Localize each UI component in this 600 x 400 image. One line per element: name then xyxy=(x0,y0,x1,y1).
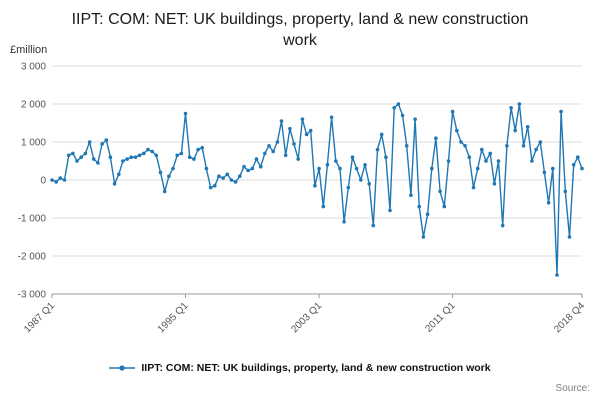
svg-text:-1 000: -1 000 xyxy=(18,214,47,225)
svg-text:2011 Q1: 2011 Q1 xyxy=(423,300,458,335)
svg-text:2018 Q4: 2018 Q4 xyxy=(552,300,587,335)
legend-label: IIPT: COM: NET: UK buildings, property, … xyxy=(141,362,491,374)
svg-text:1987 Q1: 1987 Q1 xyxy=(22,300,57,335)
svg-text:0: 0 xyxy=(40,176,46,187)
chart-title: IIPT: COM: NET: UK buildings, property, … xyxy=(71,11,529,49)
svg-text:1 000: 1 000 xyxy=(21,138,46,149)
svg-text:-2 000: -2 000 xyxy=(18,252,47,263)
svg-text:1995 Q1: 1995 Q1 xyxy=(156,300,191,335)
svg-text:-3 000: -3 000 xyxy=(18,290,47,301)
svg-text:3 000: 3 000 xyxy=(21,62,46,73)
source-label: Source: xyxy=(555,383,590,394)
legend-line-marker-icon xyxy=(109,365,136,371)
svg-text:2 000: 2 000 xyxy=(21,100,46,111)
legend: IIPT: COM: NET: UK buildings, property, … xyxy=(0,362,600,374)
y-axis-unit-label: £million xyxy=(10,44,48,56)
svg-text:2003 Q1: 2003 Q1 xyxy=(289,300,324,335)
